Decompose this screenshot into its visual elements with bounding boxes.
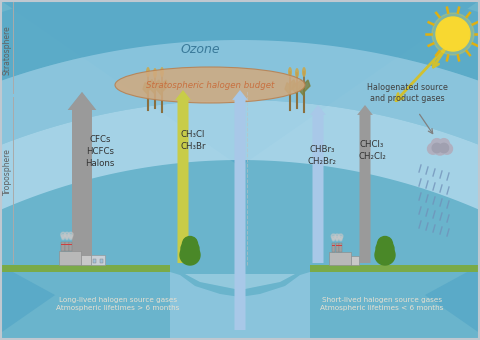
Circle shape: [436, 17, 470, 51]
Bar: [0, 118, 480, 123]
Ellipse shape: [302, 67, 306, 77]
Circle shape: [432, 143, 442, 153]
Circle shape: [331, 234, 336, 238]
Polygon shape: [175, 90, 191, 263]
Circle shape: [181, 240, 199, 258]
Polygon shape: [285, 83, 290, 95]
Bar: [0, 95, 480, 101]
Text: Ozone: Ozone: [180, 42, 220, 56]
Polygon shape: [297, 80, 303, 90]
Text: CHCl₃
CH₂Cl₂: CHCl₃ CH₂Cl₂: [358, 140, 386, 161]
Circle shape: [339, 239, 342, 241]
Circle shape: [61, 235, 65, 238]
Bar: [69, 242, 72, 251]
Circle shape: [336, 236, 339, 240]
Polygon shape: [310, 105, 326, 263]
Ellipse shape: [146, 67, 150, 77]
Text: Halogenated source
and product gases: Halogenated source and product gases: [367, 83, 447, 103]
Bar: [61, 242, 65, 251]
Polygon shape: [162, 80, 168, 92]
Bar: [91, 255, 105, 265]
Circle shape: [182, 237, 197, 252]
Bar: [332, 243, 335, 252]
Bar: [339, 245, 342, 246]
Bar: [0, 123, 480, 129]
Ellipse shape: [295, 68, 299, 78]
Text: Troposphere: Troposphere: [2, 149, 12, 196]
Polygon shape: [170, 272, 310, 340]
Polygon shape: [290, 80, 296, 91]
Ellipse shape: [153, 68, 157, 78]
Circle shape: [332, 236, 335, 240]
Bar: [0, 248, 480, 254]
Circle shape: [336, 239, 338, 241]
Text: CH₃Cl
CH₃Br: CH₃Cl CH₃Br: [180, 130, 206, 151]
Polygon shape: [185, 274, 295, 290]
Polygon shape: [292, 83, 297, 94]
Bar: [0, 112, 480, 118]
Polygon shape: [155, 80, 161, 90]
Polygon shape: [0, 40, 480, 340]
Circle shape: [377, 237, 393, 252]
Polygon shape: [299, 83, 304, 96]
Bar: [0, 174, 480, 180]
Bar: [0, 191, 480, 197]
Circle shape: [438, 139, 449, 150]
Bar: [336, 243, 339, 252]
Circle shape: [335, 234, 339, 238]
Ellipse shape: [288, 67, 292, 77]
Bar: [0, 208, 480, 214]
Bar: [0, 163, 480, 169]
Circle shape: [180, 245, 200, 265]
Bar: [0, 214, 480, 220]
Polygon shape: [357, 105, 373, 263]
Bar: [0, 186, 480, 191]
Bar: [310, 265, 480, 272]
Bar: [0, 225, 480, 231]
Bar: [0, 129, 480, 135]
Bar: [351, 256, 360, 265]
Circle shape: [432, 139, 443, 150]
Circle shape: [338, 234, 343, 238]
Polygon shape: [68, 92, 96, 263]
Circle shape: [61, 232, 65, 237]
Circle shape: [376, 240, 394, 258]
Bar: [0, 135, 480, 140]
Circle shape: [332, 239, 335, 241]
Text: CHBr₃
CH₂Br₂: CHBr₃ CH₂Br₂: [308, 145, 336, 166]
Bar: [0, 237, 480, 242]
Polygon shape: [0, 100, 480, 340]
Text: Stratosphere: Stratosphere: [2, 25, 12, 75]
Polygon shape: [148, 80, 154, 91]
Bar: [0, 140, 480, 146]
Circle shape: [428, 143, 438, 154]
Circle shape: [64, 232, 69, 237]
Circle shape: [62, 237, 64, 240]
Text: Long-lived halogen source gases
Atmospheric lifetimes > 6 months: Long-lived halogen source gases Atmosphe…: [56, 297, 180, 311]
Circle shape: [439, 143, 449, 153]
Bar: [0, 197, 480, 203]
Bar: [0, 220, 480, 225]
Bar: [0, 265, 170, 272]
Bar: [100, 259, 103, 264]
Bar: [65, 242, 69, 251]
Bar: [0, 231, 480, 237]
Polygon shape: [157, 83, 162, 96]
Polygon shape: [143, 83, 148, 95]
Bar: [61, 244, 65, 245]
Bar: [336, 245, 339, 246]
Bar: [383, 255, 387, 265]
Bar: [0, 146, 480, 152]
Bar: [0, 106, 480, 112]
Bar: [0, 259, 480, 265]
Bar: [339, 243, 342, 252]
Bar: [0, 254, 480, 259]
Bar: [0, 152, 480, 157]
Bar: [0, 169, 480, 174]
Circle shape: [66, 237, 68, 240]
Bar: [59, 251, 82, 265]
